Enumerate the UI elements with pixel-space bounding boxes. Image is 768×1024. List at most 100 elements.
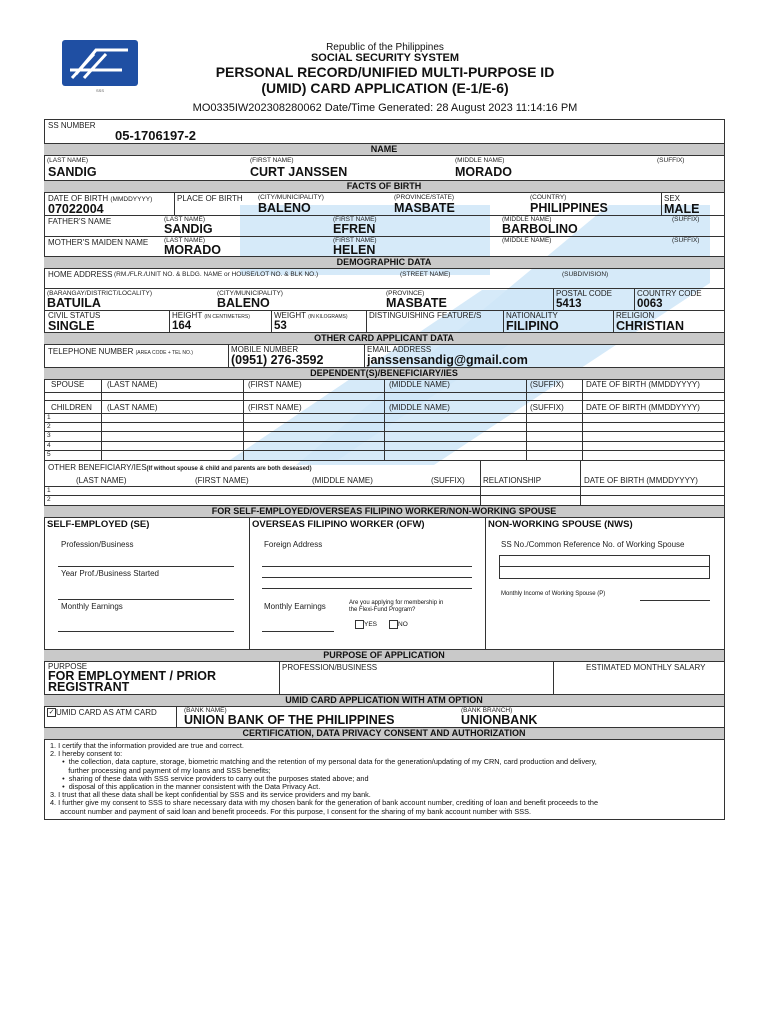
bank-branch-label: (BANK BRANCH) xyxy=(461,707,513,714)
purpose-value-line2: REGISTRANT xyxy=(48,680,130,694)
form-title-line1: PERSONAL RECORD/UNIFIED MULTI-PURPOSE ID xyxy=(215,64,555,80)
country-code-value: 0063 xyxy=(637,298,663,310)
father-middle-value: BARBOLINO xyxy=(502,222,578,236)
mother-name-label: MOTHER'S MAIDEN NAME xyxy=(48,238,149,247)
province-value: MASBATE xyxy=(386,296,447,310)
ofw-address-line-2[interactable] xyxy=(262,577,472,578)
child-row-number: 4 xyxy=(47,442,51,449)
se-earnings-line[interactable] xyxy=(58,631,234,632)
section-employment: FOR SELF-EMPLOYED/OVERSEAS FILIPINO WORK… xyxy=(44,505,724,518)
cert-line: • sharing of these data with SSS service… xyxy=(50,773,369,783)
form-frame xyxy=(44,119,725,820)
ob-middle-label: (MIDDLE NAME) xyxy=(312,476,373,485)
sex-label: SEX xyxy=(664,194,681,203)
ss-number-label: SS NUMBER xyxy=(48,121,96,130)
spouse-middle-label: (MIDDLE NAME) xyxy=(389,380,450,389)
se-year-line[interactable] xyxy=(58,599,234,600)
section-atm: UMID CARD APPLICATION WITH ATM OPTION xyxy=(44,694,724,707)
street-label: (STREET NAME) xyxy=(400,271,451,278)
yes-label: YES xyxy=(364,621,378,629)
pob-city-label: (CITY/MUNICIPALITY) xyxy=(258,194,324,201)
suffix-label: (SUFFIX) xyxy=(657,157,685,164)
subdivision-label: (SUBDIVISION) xyxy=(562,271,609,278)
telephone-label: TELEPHONE NUMBER xyxy=(48,347,134,356)
children-last-label: (LAST NAME) xyxy=(107,403,158,412)
postal-code-value: 5413 xyxy=(556,298,582,310)
cert-line: further processing and payment of my loa… xyxy=(50,765,271,775)
city-label: (CITY/MUNICIPALITY) xyxy=(217,290,283,297)
email-value: janssensandig@gmail.com xyxy=(367,353,528,367)
child-row-number: 2 xyxy=(47,423,51,430)
ob-row-number: 1 xyxy=(47,487,51,494)
atm-checkbox-label: UMID CARD AS ATM CARD xyxy=(56,708,157,717)
cert-line: • disposal of this application in the ma… xyxy=(50,782,321,792)
certification-text: 1. I certify that the information provid… xyxy=(50,741,598,816)
father-first-label: (FIRST NAME) xyxy=(333,216,377,223)
first-name-value: CURT JANSSEN xyxy=(250,165,348,179)
last-name-label: (LAST NAME) xyxy=(47,157,89,164)
father-first-value: EFREN xyxy=(333,222,376,236)
profession-label: PROFESSION/BUSINESS xyxy=(282,663,378,672)
children-dob-label: DATE OF BIRTH (MMDDYYYY) xyxy=(586,403,700,412)
mother-middle-label: (MIDDLE NAME) xyxy=(502,237,552,244)
email-label: EMAIL ADDRESS xyxy=(367,345,432,354)
spouse-suffix-label: (SUFFIX) xyxy=(530,380,564,389)
ofw-address-line-3[interactable] xyxy=(262,588,472,589)
se-earnings-label: Monthly Earnings xyxy=(61,602,123,611)
barangay-label: (BARANGAY/DISTRICT/LOCALITY) xyxy=(47,290,152,297)
ob-suffix-label: (SUFFIX) xyxy=(431,476,465,485)
section-facts-of-birth: FACTS OF BIRTH xyxy=(44,180,724,193)
nationality-value: FILIPINO xyxy=(506,319,559,333)
no-checkbox[interactable] xyxy=(389,620,398,629)
unit-label: (RM./FLR./UNIT NO. & BLDG. NAME or HOUSE… xyxy=(114,271,319,278)
atm-option[interactable]: ✓ UMID CARD AS ATM CARD xyxy=(47,708,157,718)
reference-line: MO0335IW202308280062 Date/Time Generated… xyxy=(192,102,578,114)
form-title-line2: (UMID) CARD APPLICATION (E-1/E-6) xyxy=(261,80,509,96)
se-profession-line[interactable] xyxy=(58,566,234,567)
spouse-last-label: (LAST NAME) xyxy=(107,380,158,389)
height-value: 164 xyxy=(172,320,192,332)
ob-last-label: (LAST NAME) xyxy=(76,476,127,485)
last-name-value: SANDIG xyxy=(48,165,97,179)
father-suffix-label: (SUFFIX) xyxy=(672,216,700,223)
flexi-yes-option[interactable]: YES xyxy=(355,620,377,629)
cert-line: 4. I further give my consent to SSS to s… xyxy=(50,798,598,808)
nws-ss-input[interactable] xyxy=(499,555,710,579)
mobile-label: MOBILE NUMBER xyxy=(231,345,299,354)
child-row-number: 3 xyxy=(47,432,51,439)
country-code-label: COUNTRY CODE xyxy=(637,289,702,298)
section-purpose: PURPOSE OF APPLICATION xyxy=(44,649,724,662)
flexi-no-option[interactable]: NO xyxy=(389,620,408,629)
se-year-label: Year Prof./Business Started xyxy=(61,569,159,578)
children-label: CHILDREN xyxy=(51,403,92,412)
purpose-label: PURPOSE xyxy=(48,662,88,671)
spouse-first-label: (FIRST NAME) xyxy=(248,380,302,389)
weight-unit: (IN KILOGRAMS) xyxy=(308,314,348,320)
cert-line: 1. I certify that the information provid… xyxy=(50,741,244,750)
section-other-card-data: OTHER CARD APPLICANT DATA xyxy=(44,332,724,345)
ofw-earnings-line[interactable] xyxy=(262,631,334,632)
purpose-value-line1: FOR EMPLOYMENT / PRIOR xyxy=(48,669,217,683)
mother-last-label: (LAST NAME) xyxy=(164,237,206,244)
other-beneficiary-label: OTHER BENEFICIARY/IES xyxy=(48,463,147,472)
ofw-address-line-1[interactable] xyxy=(262,566,472,567)
atm-checkbox-checked-icon[interactable]: ✓ xyxy=(47,708,56,718)
middle-name-label: (MIDDLE NAME) xyxy=(455,157,505,164)
children-suffix-label: (SUFFIX) xyxy=(530,403,564,412)
civil-status-label: CIVIL STATUS xyxy=(48,311,101,320)
child-row-number: 1 xyxy=(47,414,51,421)
yes-checkbox[interactable] xyxy=(355,620,364,629)
sex-value: MALE xyxy=(664,202,700,216)
nws-income-line[interactable] xyxy=(640,600,710,601)
father-last-label: (LAST NAME) xyxy=(164,216,206,223)
ofw-title: OVERSEAS FILIPINO WORKER (OFW) xyxy=(252,519,425,530)
bank-name-label: (BANK NAME) xyxy=(184,707,227,714)
telephone-hint: (AREA CODE + TEL NO.) xyxy=(135,350,193,356)
ss-number-value: 05-1706197-2 xyxy=(115,128,196,143)
pob-province-label: (PROVINCE/STATE) xyxy=(394,194,455,201)
mother-last-value: MORADO xyxy=(164,243,221,257)
bank-branch-value: UNIONBANK xyxy=(461,713,538,727)
ofw-earnings-label: Monthly Earnings xyxy=(264,602,326,611)
pob-country-label: (COUNTRY) xyxy=(530,194,567,201)
